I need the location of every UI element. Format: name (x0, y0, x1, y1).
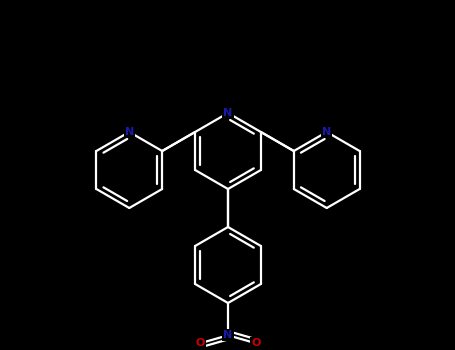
Text: O: O (251, 338, 261, 348)
Text: N: N (125, 127, 134, 137)
Text: N: N (322, 127, 331, 137)
Text: N: N (223, 108, 233, 118)
Text: N: N (223, 330, 233, 340)
Text: O: O (195, 338, 205, 348)
